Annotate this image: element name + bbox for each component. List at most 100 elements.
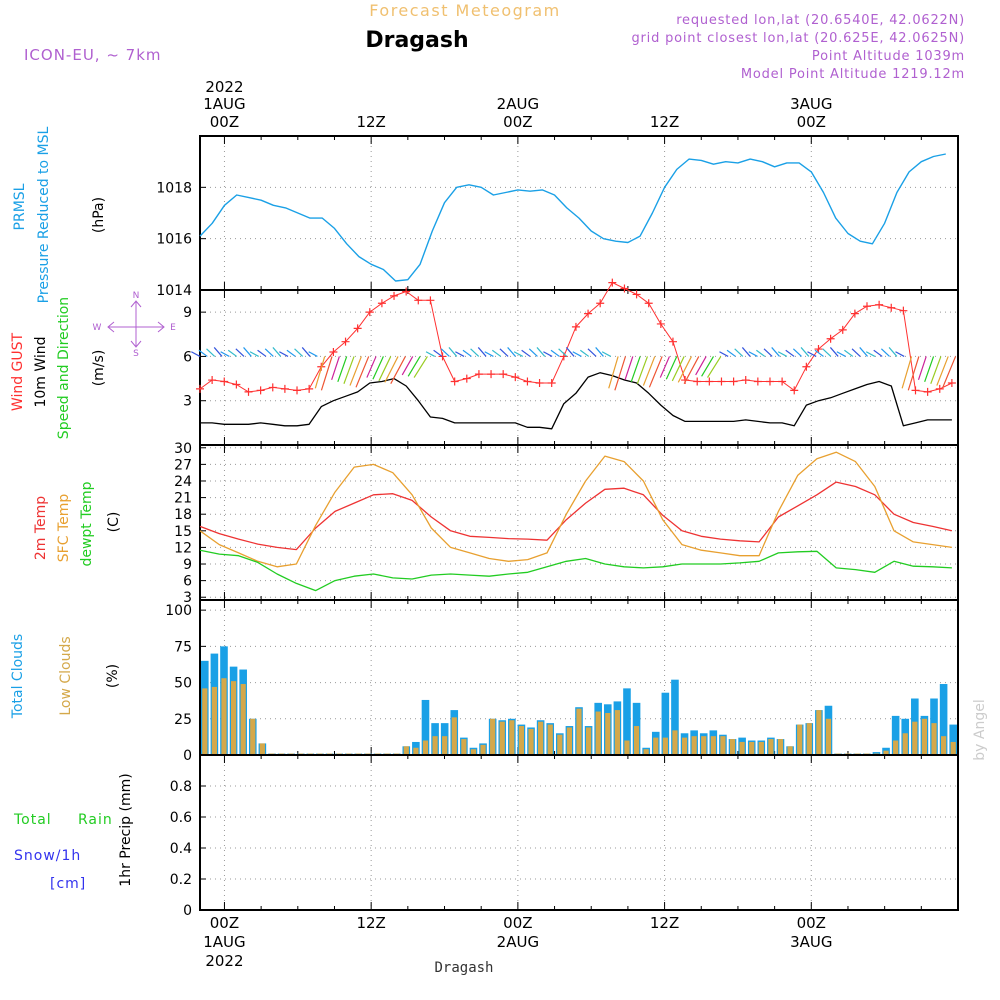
low-cloud-bar bbox=[893, 740, 899, 755]
wind-arrow bbox=[249, 351, 259, 357]
pressure-panel: 1014 1016 1018 bbox=[156, 135, 959, 299]
wind10m-line bbox=[200, 372, 952, 430]
precip-frame bbox=[199, 754, 959, 911]
y-tick-label: 1014 bbox=[156, 283, 192, 299]
wind-arrow bbox=[677, 356, 693, 383]
wind-arrow bbox=[343, 356, 355, 384]
wind-arrow bbox=[895, 351, 905, 357]
wind-arrow bbox=[384, 356, 399, 383]
wind-arrow bbox=[257, 349, 267, 357]
low-cloud-bar bbox=[681, 737, 688, 755]
wind-arrow bbox=[314, 356, 326, 389]
top-axis-hour: 00Z bbox=[210, 113, 239, 131]
bottom-axis-hour: 00Z bbox=[797, 914, 826, 932]
y-tick-label: 21 bbox=[174, 491, 192, 507]
wind-frame bbox=[199, 289, 959, 446]
dewpt-line bbox=[199, 549, 952, 592]
gust-marker bbox=[280, 384, 289, 393]
gust-marker bbox=[887, 303, 896, 312]
wind-arrow bbox=[301, 347, 311, 357]
top-axis-date: 1AUG bbox=[203, 95, 245, 113]
cloud-low-label: Low Clouds bbox=[58, 636, 74, 715]
wind-arrow bbox=[264, 348, 274, 357]
low-cloud-bar bbox=[749, 741, 755, 755]
wind-arrow bbox=[636, 356, 649, 384]
wind-arrow bbox=[198, 349, 208, 357]
low-cloud-bar bbox=[528, 728, 534, 755]
gust-marker bbox=[850, 309, 859, 318]
wind-arrow bbox=[601, 351, 612, 357]
y-tick-label: 15 bbox=[174, 524, 192, 540]
low-cloud-bar bbox=[662, 737, 668, 755]
compass-icon: N S W E bbox=[93, 291, 177, 359]
wind-arrow bbox=[513, 351, 524, 357]
low-cloud-bar bbox=[729, 739, 736, 755]
wind-arrow bbox=[521, 349, 531, 357]
low-cloud-bar bbox=[499, 721, 505, 755]
wind-arrow bbox=[785, 349, 795, 357]
wind-arrow bbox=[484, 351, 494, 357]
y-tick-label: 30 bbox=[174, 441, 192, 457]
low-cloud-bar bbox=[538, 721, 544, 755]
y-tick-label: 3 bbox=[183, 394, 192, 410]
total-cloud-bar bbox=[949, 724, 957, 755]
y-tick-label: 0 bbox=[183, 748, 192, 764]
total-cloud-bar bbox=[421, 699, 430, 755]
total-cloud-bar bbox=[661, 692, 670, 755]
gust-marker bbox=[462, 374, 471, 383]
wind-arrow bbox=[683, 356, 700, 384]
low-cloud-bar bbox=[797, 724, 803, 755]
low-cloud-bar bbox=[547, 724, 553, 755]
low-cloud-bar bbox=[480, 744, 486, 755]
low-cloud-bar bbox=[422, 740, 429, 755]
gust-marker bbox=[535, 379, 544, 387]
wind-arrow bbox=[763, 348, 773, 357]
gust-marker bbox=[474, 370, 483, 379]
gust-marker bbox=[620, 284, 629, 293]
y-tick-label: 3 bbox=[183, 590, 192, 606]
gust-marker bbox=[390, 291, 399, 300]
supertitle: Forecast Meteogram bbox=[369, 1, 560, 20]
gust-marker bbox=[596, 299, 605, 308]
y-tick-label: 27 bbox=[174, 457, 192, 473]
wind-arrow bbox=[355, 356, 370, 388]
wind-arrow bbox=[859, 347, 868, 357]
wind-arrow bbox=[771, 347, 780, 357]
wind-arrow bbox=[836, 351, 846, 357]
y-tick-label: 6 bbox=[183, 349, 192, 365]
low-cloud-bar bbox=[509, 720, 515, 755]
gust-marker bbox=[814, 345, 823, 354]
low-cloud-bar bbox=[576, 708, 582, 755]
wind-arrow bbox=[800, 347, 810, 357]
wind-arrow bbox=[550, 349, 560, 357]
gust-marker bbox=[365, 308, 374, 317]
wind-arrow bbox=[614, 356, 627, 391]
bottom-axis-year: 2022 bbox=[205, 952, 243, 970]
wind-arrow bbox=[748, 351, 758, 357]
gust-marker bbox=[268, 383, 277, 392]
compass-n: N bbox=[133, 291, 140, 301]
wind-arrow bbox=[572, 351, 582, 357]
gust-marker bbox=[438, 352, 447, 361]
wind-arrow bbox=[888, 347, 898, 357]
top-axis-hour: 12Z bbox=[650, 113, 679, 131]
wind-arrow bbox=[942, 356, 957, 388]
wind-arrow bbox=[851, 348, 861, 357]
y-tick-label: 0.2 bbox=[170, 872, 192, 888]
gust-marker bbox=[523, 377, 532, 386]
low-cloud-bar bbox=[442, 736, 448, 755]
grid-coords: grid point closest lon,lat (20.625E, 42.… bbox=[631, 31, 965, 46]
wind-arrow bbox=[734, 348, 744, 357]
low-cloud-bar bbox=[470, 749, 477, 755]
y-tick-label: 24 bbox=[174, 474, 192, 490]
gust-marker bbox=[790, 386, 799, 395]
wind-arrow bbox=[907, 356, 920, 391]
wind-arrow bbox=[701, 356, 714, 377]
gust-marker bbox=[656, 319, 665, 328]
wind-arrow bbox=[425, 351, 436, 357]
low-cloud-bar bbox=[720, 736, 726, 755]
wind-arrow bbox=[901, 356, 913, 389]
wind-arrow bbox=[390, 356, 406, 384]
wind-arrow bbox=[659, 356, 671, 378]
gust-marker bbox=[632, 290, 641, 299]
